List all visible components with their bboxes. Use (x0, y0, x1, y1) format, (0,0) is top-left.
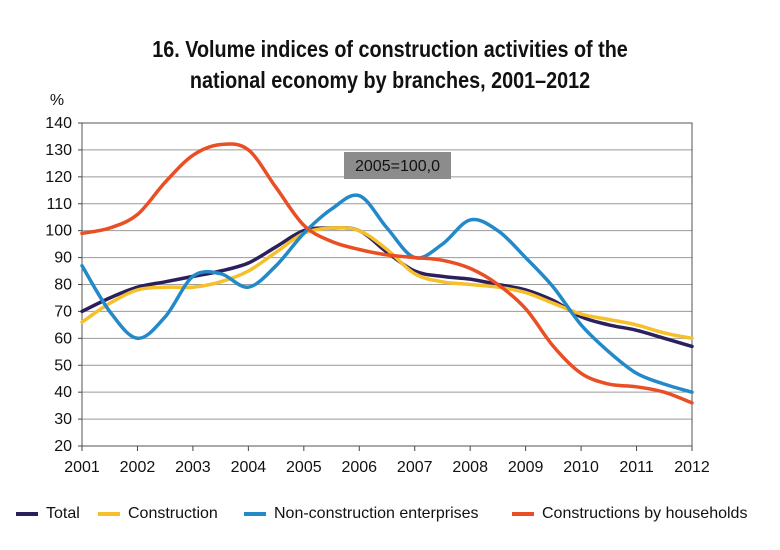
y-tick-label: 80 (54, 277, 72, 294)
x-tick-label: 2009 (508, 459, 544, 476)
x-tick-label: 2011 (619, 459, 654, 476)
y-tick-label: 20 (54, 438, 72, 455)
legend-swatch (16, 512, 38, 516)
series-line-total (80, 226, 694, 349)
y-tick-label: 90 (54, 250, 72, 267)
axes: 20 30 40 50 60 70 80 90 100 110 120 130 140 2001 2002 2… (45, 92, 710, 476)
y-tick-label: 70 (54, 303, 72, 320)
legend-label: Non-construction enterprises (274, 505, 479, 522)
x-tick-label: 2007 (397, 459, 433, 476)
x-tick-label: 2010 (563, 459, 599, 476)
legend-item: Constructions by households (512, 505, 747, 523)
chart-title: 16. Volume indices of construction activ… (55, 34, 726, 96)
annotation: 2005=100,0 (344, 152, 451, 179)
annotation-box (344, 152, 451, 179)
chart-title-line-2: national economy by branches, 2001–2012 (189, 67, 591, 93)
y-tick-label: 30 (54, 411, 72, 428)
legend: Total Construction Non-construction enterp… (0, 505, 780, 529)
y-tick-label: 60 (54, 330, 72, 347)
y-tick-label: 140 (45, 115, 72, 132)
chart-title-line-1: 16. Volume indices of construction activ… (152, 36, 628, 62)
y-tick-label: 120 (45, 169, 72, 186)
x-tick-label: 2012 (674, 459, 710, 476)
x-tick-label: 2008 (452, 459, 488, 476)
legend-item: Construction (98, 505, 218, 523)
legend-swatch (512, 512, 534, 516)
y-tick-label: 130 (45, 142, 72, 159)
y-tick-label: 100 (45, 223, 72, 240)
y-axis-label: % (50, 92, 64, 109)
x-tick-label: 2005 (286, 459, 322, 476)
x-tick-label: 2002 (120, 459, 156, 476)
legend-item: Total (16, 505, 80, 523)
x-tick-label: 2003 (175, 459, 211, 476)
y-tick-label: 40 (54, 384, 72, 401)
series-group (80, 142, 694, 405)
x-tick-label: 2001 (64, 459, 100, 476)
legend-swatch (98, 512, 120, 516)
x-tick-label: 2004 (231, 459, 267, 476)
series-line-non-construction-enterprises (80, 193, 694, 394)
legend-label: Construction (128, 505, 218, 522)
legend-swatch (244, 512, 266, 516)
plot-frame (81, 122, 693, 447)
series-line-constructions-by-households (80, 142, 694, 405)
x-tick-label: 2006 (341, 459, 377, 476)
annotation-text: 2005=100,0 (355, 158, 440, 175)
y-tick-label: 110 (46, 196, 72, 213)
legend-label: Total (46, 505, 80, 522)
legend-label: Constructions by households (542, 505, 748, 522)
legend-item: Non-construction enterprises (244, 505, 479, 523)
y-tick-label: 50 (54, 357, 72, 374)
